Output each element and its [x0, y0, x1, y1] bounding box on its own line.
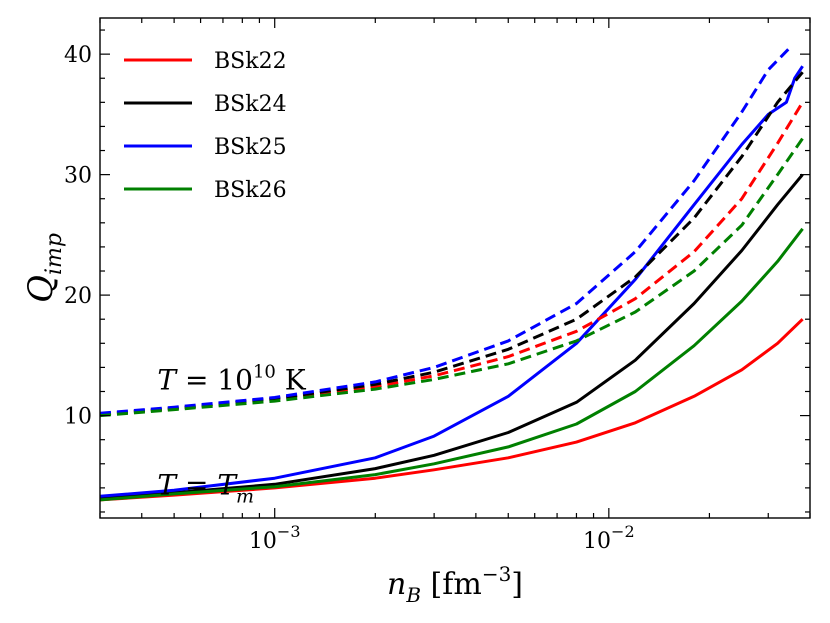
y-tick-label: 40	[64, 43, 92, 68]
y-tick-label: 10	[64, 405, 92, 430]
x-tick-label: 10−3	[249, 522, 301, 554]
y-tick-label: 30	[64, 164, 92, 189]
annotation-temperature-fixed: T = 1010 K	[157, 361, 306, 396]
y-tick-label: 20	[64, 284, 92, 309]
plot-area-frame	[99, 17, 811, 519]
ticks-layer: 10−3 10−2 10 20 30 40	[64, 18, 811, 554]
x-tick-label: 10−2	[583, 522, 635, 554]
y-axis-label: Qimp	[21, 233, 67, 303]
legend: BSk22 BSk24 BSk25 BSk26	[124, 49, 287, 203]
series-line-bsk26-solid	[99, 227, 804, 502]
series-line-bsk25-dashed	[99, 45, 792, 415]
series-line-bsk24-solid	[99, 173, 804, 501]
series-line-bsk25-solid	[99, 65, 804, 498]
annotation-temperature-melting: T = Tm	[157, 468, 254, 507]
series-line-bsk26-dashed	[99, 137, 804, 418]
legend-label-bsk24: BSk24	[214, 92, 287, 117]
legend-label-bsk26: BSk26	[214, 178, 287, 203]
series-layer	[99, 45, 804, 502]
legend-label-bsk25: BSk25	[214, 135, 287, 160]
x-axis-label: nB [fm−3]	[387, 562, 523, 607]
legend-label-bsk22: BSk22	[214, 49, 287, 74]
